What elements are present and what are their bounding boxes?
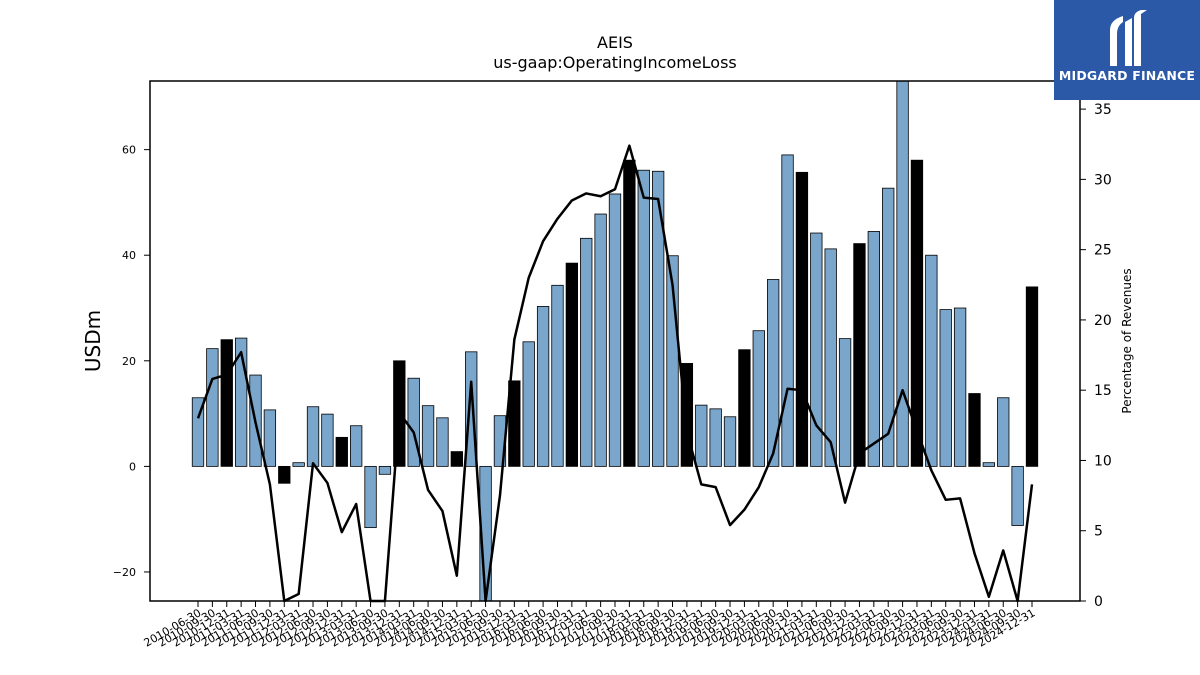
bar-2012-12-31 (335, 436, 348, 467)
y2-axis-label: Percentage of Revenues (1120, 268, 1134, 413)
y-tick-label: 60 (122, 144, 136, 157)
bar-2024-06-30 (997, 397, 1010, 467)
brand-logo: MIDGARD FINANCE (1054, 0, 1200, 100)
bar-2014-06-30 (421, 405, 435, 467)
y-tick-label: 40 (122, 249, 136, 262)
bar-2010-09-30 (206, 348, 219, 467)
bar-2023-09-30 (953, 307, 967, 467)
y2-tick-label: 30 (1094, 172, 1112, 188)
bar-2019-06-30 (709, 408, 722, 467)
brand-name: MIDGARD FINANCE (1058, 68, 1196, 83)
bar-2013-03-31 (350, 425, 363, 467)
bar-2024-09-30 (1011, 465, 1024, 526)
bar-2013-06-30 (364, 465, 377, 529)
y-tick-label: 20 (122, 355, 136, 368)
bar-2023-03-31 (925, 254, 938, 467)
bar-2021-03-31 (810, 232, 823, 467)
y-tick-label: −20 (113, 566, 136, 579)
bar-2022-03-31 (867, 231, 880, 467)
midgard-logo-icon (1110, 10, 1147, 66)
bar-2024-12-31 (1025, 286, 1039, 467)
y2-tick-label: 35 (1094, 102, 1112, 118)
bar-2023-06-30 (939, 309, 952, 467)
chart-title: AEIS (597, 33, 633, 52)
bar-2020-12-31 (795, 171, 809, 467)
bar-2011-09-30 (263, 409, 277, 467)
bar-2017-12-31 (623, 159, 636, 467)
y-axis-label: USDm (81, 310, 105, 372)
bar-2018-06-30 (651, 170, 665, 467)
bar-2022-09-30 (896, 80, 909, 467)
bar-2021-06-30 (824, 248, 837, 467)
y2-tick-label: 5 (1094, 524, 1103, 540)
percentage-line (196, 144, 1034, 603)
bar-2017-09-30 (608, 193, 622, 467)
bar-2016-03-31 (522, 341, 535, 467)
bar-2014-03-31 (407, 377, 420, 467)
y-tick-label: 0 (129, 460, 136, 473)
bar-2022-06-30 (882, 187, 895, 467)
bar-2011-12-31 (278, 465, 291, 484)
y2-tick-label: 20 (1094, 313, 1112, 329)
bar-2020-06-30 (767, 279, 780, 467)
chart-subtitle: us-gaap:OperatingIncomeLoss (493, 53, 737, 72)
y2-tick-label: 25 (1094, 243, 1112, 259)
bar-2018-09-30 (666, 255, 679, 467)
y2-tick-label: 10 (1094, 453, 1112, 469)
bar-2024-03-31 (982, 462, 996, 467)
bar-2015-03-31 (465, 351, 478, 467)
bar-2019-09-30 (723, 416, 737, 467)
bar-2017-06-30 (594, 213, 607, 467)
bar-2016-06-30 (536, 306, 550, 467)
bar-2020-03-31 (752, 330, 765, 467)
bar-2014-09-30 (436, 417, 449, 467)
bar-2018-03-31 (637, 169, 650, 467)
bar-2012-06-30 (306, 406, 320, 467)
bar-2020-09-30 (781, 154, 794, 467)
bar-2017-03-31 (580, 237, 593, 467)
bar-2021-12-31 (853, 243, 866, 467)
bar-2022-12-31 (910, 159, 924, 467)
bar-2016-12-31 (565, 262, 579, 467)
bar-2019-12-31 (738, 349, 751, 467)
bar-2023-12-31 (968, 393, 981, 467)
bar-2018-12-31 (680, 363, 694, 467)
bar-2012-09-30 (321, 413, 334, 467)
bar-2019-03-31 (695, 404, 708, 467)
bar-2014-12-31 (450, 451, 463, 467)
bar-2011-03-31 (234, 337, 248, 467)
bar-2016-09-30 (551, 284, 564, 467)
bar-2010-06-30 (191, 397, 205, 467)
bar-2015-12-31 (508, 380, 521, 467)
y2-tick-label: 0 (1094, 594, 1103, 610)
bar-2012-03-31 (292, 462, 305, 467)
bar-2021-09-30 (838, 338, 852, 467)
bar-2010-12-31 (220, 339, 233, 467)
y2-tick-label: 15 (1094, 383, 1112, 399)
bar-series (191, 80, 1039, 602)
bar-2013-09-30 (378, 465, 392, 475)
x-axis: 2010-06-302010-09-302010-12-312011-03-31… (142, 601, 1038, 650)
y-axis: −20 0 20 40 60 (113, 144, 150, 579)
y2-axis: 0 5 10 15 20 25 30 35 (1080, 102, 1112, 610)
